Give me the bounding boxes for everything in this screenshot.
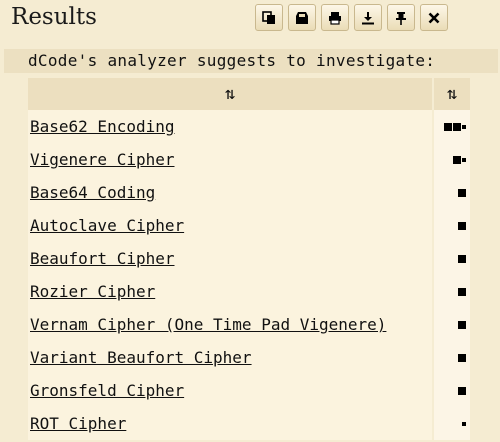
score-square: [458, 287, 466, 296]
score-indicator: [453, 155, 466, 164]
score-indicator: [458, 254, 466, 263]
download-button[interactable]: [354, 4, 382, 31]
close-button[interactable]: [420, 4, 448, 31]
score-cell: [434, 275, 470, 308]
score-cell: [434, 341, 470, 374]
score-indicator: [444, 122, 466, 131]
score-square: [458, 386, 466, 395]
score-half-square: [462, 157, 466, 162]
score-square: [458, 221, 466, 230]
print-button[interactable]: [321, 4, 349, 31]
pin-icon: [396, 11, 406, 25]
table-row: Vernam Cipher (One Time Pad Vigenere): [28, 308, 470, 341]
results-table-body: Base62 Encoding Vigenere Cipher Base64 Cod…: [28, 110, 470, 440]
cipher-link[interactable]: Vernam Cipher (One Time Pad Vigenere): [30, 315, 387, 334]
cipher-name-cell: Vernam Cipher (One Time Pad Vigenere): [28, 308, 432, 341]
table-row: Beaufort Cipher: [28, 242, 470, 275]
score-half-square: [462, 124, 466, 129]
score-cell: [434, 110, 470, 143]
table-row: ROT Cipher: [28, 407, 470, 440]
score-square: [458, 188, 466, 197]
score-cell: [434, 374, 470, 407]
close-icon: [428, 12, 440, 23]
score-indicator: [458, 188, 466, 197]
cipher-name-cell: Rozier Cipher: [28, 275, 432, 308]
copy-button[interactable]: [255, 4, 283, 31]
score-square: [444, 122, 452, 131]
cipher-name-cell: Base64 Coding: [28, 176, 432, 209]
cut-button[interactable]: [288, 4, 316, 31]
cipher-name-cell: Variant Beaufort Cipher: [28, 341, 432, 374]
cipher-link[interactable]: Variant Beaufort Cipher: [30, 348, 252, 367]
table-row: Base64 Coding: [28, 176, 470, 209]
sort-icon: ⇅: [224, 84, 236, 104]
score-square: [453, 122, 461, 131]
score-indicator: [462, 421, 466, 426]
table-row: Autoclave Cipher: [28, 209, 470, 242]
pin-button[interactable]: [387, 4, 415, 31]
table-row: Variant Beaufort Cipher: [28, 341, 470, 374]
table-row: Vigenere Cipher: [28, 143, 470, 176]
copy-icon: [262, 10, 275, 24]
cipher-name-cell: Gronsfeld Cipher: [28, 374, 432, 407]
table-row: Base62 Encoding: [28, 110, 470, 143]
score-half-square: [462, 421, 466, 426]
cipher-name-cell: Beaufort Cipher: [28, 242, 432, 275]
cipher-name-cell: Base62 Encoding: [28, 110, 432, 143]
cipher-name-cell: Vigenere Cipher: [28, 143, 432, 176]
score-cell: [434, 407, 470, 440]
cipher-link[interactable]: Autoclave Cipher: [30, 216, 185, 235]
score-cell: [434, 242, 470, 275]
page-title: Results: [11, 4, 97, 30]
score-indicator: [458, 353, 466, 362]
results-table-header: ⇅ ⇅: [28, 78, 470, 110]
cut-icon: [296, 11, 308, 24]
score-cell: [434, 308, 470, 341]
cipher-link[interactable]: Gronsfeld Cipher: [30, 381, 185, 400]
cipher-name-cell: ROT Cipher: [28, 407, 432, 440]
score-square: [453, 155, 461, 164]
download-icon: [362, 11, 374, 24]
cipher-link[interactable]: Base64 Coding: [30, 183, 156, 202]
score-cell: [434, 143, 470, 176]
results-toolbar: [255, 4, 448, 31]
score-indicator: [458, 221, 466, 230]
print-icon: [329, 11, 341, 25]
table-row: Rozier Cipher: [28, 275, 470, 308]
sort-by-score-button[interactable]: ⇅: [434, 78, 470, 110]
score-cell: [434, 176, 470, 209]
cipher-link[interactable]: Vigenere Cipher: [30, 150, 175, 169]
results-header: Results: [0, 0, 500, 38]
score-square: [458, 254, 466, 263]
table-row: Gronsfeld Cipher: [28, 374, 470, 407]
score-square: [458, 353, 466, 362]
sort-icon: ⇅: [446, 84, 458, 104]
score-indicator: [458, 320, 466, 329]
score-indicator: [458, 386, 466, 395]
cipher-link[interactable]: ROT Cipher: [30, 414, 127, 433]
score-cell: [434, 209, 470, 242]
cipher-link[interactable]: Rozier Cipher: [30, 282, 156, 301]
cipher-link[interactable]: Base62 Encoding: [30, 117, 175, 136]
analyzer-suggestion-text: dCode's analyzer suggests to investigate…: [4, 49, 498, 73]
sort-by-name-button[interactable]: ⇅: [28, 78, 432, 110]
cipher-link[interactable]: Beaufort Cipher: [30, 249, 175, 268]
score-square: [458, 320, 466, 329]
cipher-name-cell: Autoclave Cipher: [28, 209, 432, 242]
score-indicator: [458, 287, 466, 296]
